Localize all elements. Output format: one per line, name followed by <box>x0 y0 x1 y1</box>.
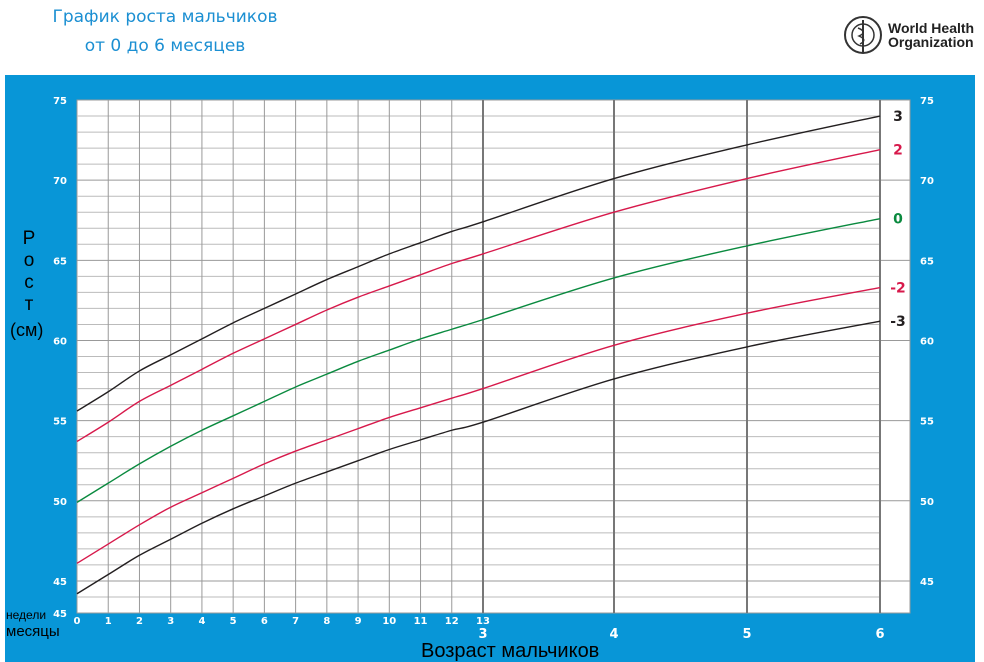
x-tick-month: 5 <box>742 627 751 642</box>
y-tick-left: 70 <box>53 176 67 187</box>
series-line-sd0 <box>76 217 881 503</box>
x-tick-week: 12 <box>445 616 459 627</box>
y-tick-left: 45 <box>53 609 67 620</box>
chart-title-line1: График роста мальчиков <box>52 7 278 27</box>
series-label: 3 <box>893 109 903 125</box>
x-tick-week: 4 <box>198 616 205 627</box>
x-tick-week: 5 <box>230 616 237 627</box>
who-logo: World Health Organization <box>842 14 974 56</box>
logo-text-line1: World Health <box>888 20 975 36</box>
y-tick-left: 50 <box>53 497 67 508</box>
y-label-letter: о <box>23 250 35 271</box>
y-tick-right: 45 <box>920 577 934 588</box>
x-month-label: месяцы <box>6 623 60 640</box>
x-tick-week: 8 <box>323 616 330 627</box>
series-label: -2 <box>890 281 906 297</box>
x-tick-week: 2 <box>136 616 143 627</box>
y-tick-right: 65 <box>920 256 934 267</box>
y-label-letter: т <box>24 294 34 315</box>
x-tick-week: 11 <box>414 616 428 627</box>
y-label-letter: с <box>24 272 34 293</box>
y-tick-right: 60 <box>920 336 934 347</box>
y-label-letter: Р <box>22 228 36 249</box>
x-tick-month: 3 <box>478 627 487 642</box>
series-line-sd2 <box>76 149 881 443</box>
y-axis-unit: (см) <box>10 320 44 340</box>
y-tick-left: 45 <box>53 577 67 588</box>
y-tick-right: 70 <box>920 176 934 187</box>
y-tick-right: 50 <box>920 497 934 508</box>
y-tick-left: 55 <box>53 417 67 428</box>
logo-text-line2: Organization <box>888 34 974 50</box>
chart-title-line2: от 0 до 6 месяцев <box>84 36 246 56</box>
series-label: -3 <box>890 314 906 330</box>
x-tick-week: 1 <box>105 616 112 627</box>
x-tick-week: 9 <box>355 616 362 627</box>
x-tick-month: 6 <box>875 627 884 642</box>
series-label: 0 <box>893 212 903 228</box>
x-week-label: недели <box>6 608 47 622</box>
y-tick-right: 55 <box>920 417 934 428</box>
who-emblem-icon <box>844 16 882 54</box>
series-line-sd3 <box>76 115 881 412</box>
series-label: 2 <box>893 143 903 159</box>
x-tick-week: 13 <box>476 616 490 627</box>
x-axis-label: Возраст мальчиков <box>421 640 600 662</box>
y-tick-left: 75 <box>53 96 67 107</box>
series-line-sd-2 <box>76 286 881 564</box>
y-tick-left: 65 <box>53 256 67 267</box>
y-axis-label: Р о с т <box>22 228 36 316</box>
x-tick-week: 6 <box>261 616 268 627</box>
x-tick-week: 0 <box>74 616 81 627</box>
y-tick-right: 75 <box>920 96 934 107</box>
x-tick-week: 3 <box>167 616 174 627</box>
x-tick-week: 7 <box>292 616 299 627</box>
y-tick-left: 60 <box>53 336 67 347</box>
x-tick-month: 4 <box>609 627 618 642</box>
x-tick-week: 10 <box>382 616 396 627</box>
series-line-sd-3 <box>76 320 881 595</box>
